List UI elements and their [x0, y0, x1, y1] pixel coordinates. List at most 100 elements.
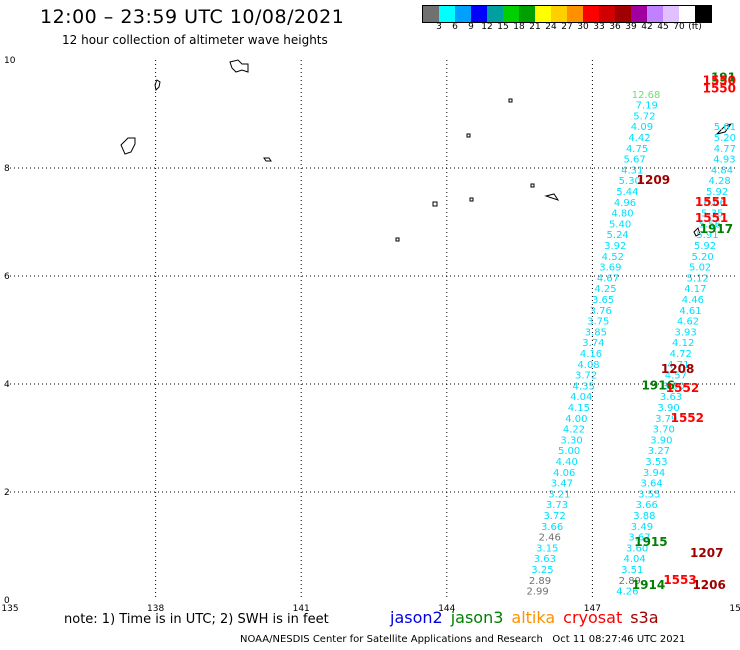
color-scale-label: 27	[561, 22, 573, 32]
swh-value-label: 5.67	[624, 155, 646, 166]
color-swatch	[487, 6, 503, 22]
pass-number-labels: 1914 1915 1916 1917 191 1206 1207 1208 1209 1553 1…	[632, 71, 736, 593]
swh-value-label: 4.75	[626, 144, 648, 155]
island-shape	[229, 59, 249, 73]
island-shape	[263, 157, 272, 162]
color-swatch	[567, 6, 583, 22]
pass-number-label: 1209	[637, 173, 670, 187]
color-scale-label: 45	[657, 22, 669, 32]
swh-value-label: 3.72	[575, 371, 597, 382]
legend-entry-cryosat: cryosat	[563, 608, 623, 627]
x-tick-label: 141	[293, 604, 310, 614]
swh-value-label: 3.64	[641, 479, 663, 490]
swh-value-label: 4.80	[611, 209, 633, 220]
island-shape	[154, 79, 161, 92]
swh-value-label: 4.31	[621, 165, 643, 176]
swh-value-label: 5.92	[706, 187, 728, 198]
pass-number-label: 1550	[703, 81, 736, 95]
swh-value-label: 5.44	[616, 187, 638, 198]
island-shape	[466, 133, 471, 138]
swh-value-label: 4.57	[665, 371, 687, 382]
swh-value-label: 3.53	[645, 457, 667, 468]
swh-value-label: 4.93	[713, 155, 735, 166]
pass-number-label: 1915	[634, 535, 667, 549]
swh-value-label: 3.47	[551, 479, 573, 490]
color-swatch	[583, 6, 599, 22]
color-scale-label: 18	[513, 22, 525, 32]
swh-value-label: 6.06	[704, 198, 726, 209]
pass-number-label: 1208	[661, 362, 694, 376]
pass-number-label: 1553	[663, 573, 696, 587]
swh-value-label: 4.96	[614, 198, 636, 209]
swh-value-label: 3.63	[534, 554, 556, 565]
pass-number-label: 1917	[700, 222, 733, 236]
swh-value-label: 3.63	[660, 392, 682, 403]
legend-entry-altika: altika	[511, 608, 556, 627]
swh-value-label: 3.60	[626, 543, 648, 554]
color-swatch	[615, 6, 631, 22]
swh-value-label: 12.68	[632, 90, 661, 101]
color-scale-label: 9	[468, 22, 474, 32]
color-scale-label: 33	[593, 22, 605, 32]
swh-value-label: 4.46	[682, 295, 704, 306]
swh-value-label: 3.92	[604, 241, 626, 252]
swh-value-label: 3.90	[657, 403, 679, 414]
swh-value-label: 3.80	[662, 381, 684, 392]
color-scale-label: 12	[481, 22, 493, 32]
x-tick-label: 138	[147, 604, 164, 614]
color-scale-label: 3	[436, 22, 442, 32]
swh-value-label: 3.90	[650, 435, 672, 446]
swh-value-label: 3.85	[585, 327, 607, 338]
swh-value-label: 3.15	[536, 543, 558, 554]
swh-value-label: 3.21	[548, 489, 570, 500]
swh-value-label: 5.20	[691, 252, 713, 263]
swh-value-label: 3.49	[631, 522, 653, 533]
swh-value-label: 3.93	[674, 327, 696, 338]
swh-value-label: 3.69	[599, 263, 621, 274]
legend-entry-jason3: jason3	[450, 608, 504, 627]
y-tick-label: 10	[4, 56, 16, 66]
swh-value-label: 3.73	[546, 500, 568, 511]
swh-value-label: 4.84	[711, 165, 733, 176]
swh-value-label: 3.51	[621, 565, 643, 576]
legend-entry-jason2: jason2	[390, 608, 443, 627]
x-tick-label: 147	[584, 604, 601, 614]
island-shape	[544, 193, 560, 201]
axis-tick-labels: 135 138 141 144 147 150 0 2 4 6 8 10	[1, 56, 740, 614]
swh-value-label: 5.00	[558, 446, 580, 457]
swh-value-label: 3.65	[592, 295, 614, 306]
swh-value-label: 5.91	[696, 230, 718, 241]
color-scale-label: 39	[625, 22, 637, 32]
swh-value-label: 5.56	[699, 219, 721, 230]
lat-lon-grid	[10, 60, 738, 600]
swh-value-label: 3.76	[590, 306, 612, 317]
swh-value-label: 4.52	[602, 252, 624, 263]
swh-value-label: 5.30	[619, 176, 641, 187]
y-tick-label: 8	[4, 164, 10, 174]
swh-value-label: 4.22	[563, 425, 585, 436]
swh-value-label: 3.79	[655, 414, 677, 425]
color-scale-label: (ft)	[688, 22, 702, 32]
swh-value-label: 2.89	[619, 576, 641, 587]
swh-value-label: 5.72	[633, 111, 655, 122]
swh-value-label: 3.25	[531, 565, 553, 576]
credit-line: NOAA/NESDIS Center for Satellite Applica…	[240, 634, 686, 645]
color-swatch	[471, 6, 487, 22]
swh-value-label: 4.08	[577, 360, 599, 371]
island-shape	[693, 227, 701, 237]
swh-value-label: 5.12	[687, 273, 709, 284]
swh-value-label: 4.12	[672, 338, 694, 349]
x-tick-label: 150	[729, 604, 740, 614]
pass-number-label: 1551	[695, 211, 728, 225]
note-text: note: 1) Time is in UTC; 2) SWH is in fe…	[64, 612, 329, 627]
swh-value-label: 2.99	[526, 587, 548, 598]
pass-number-label: 1550	[703, 73, 736, 87]
color-swatch	[647, 6, 663, 22]
color-scale-label: 24	[545, 22, 557, 32]
pass-number-label: 191	[711, 71, 736, 85]
pass-number-label: 1552	[666, 381, 699, 395]
color-swatch	[599, 6, 615, 22]
island-shape	[530, 183, 535, 188]
color-swatch	[679, 6, 695, 22]
